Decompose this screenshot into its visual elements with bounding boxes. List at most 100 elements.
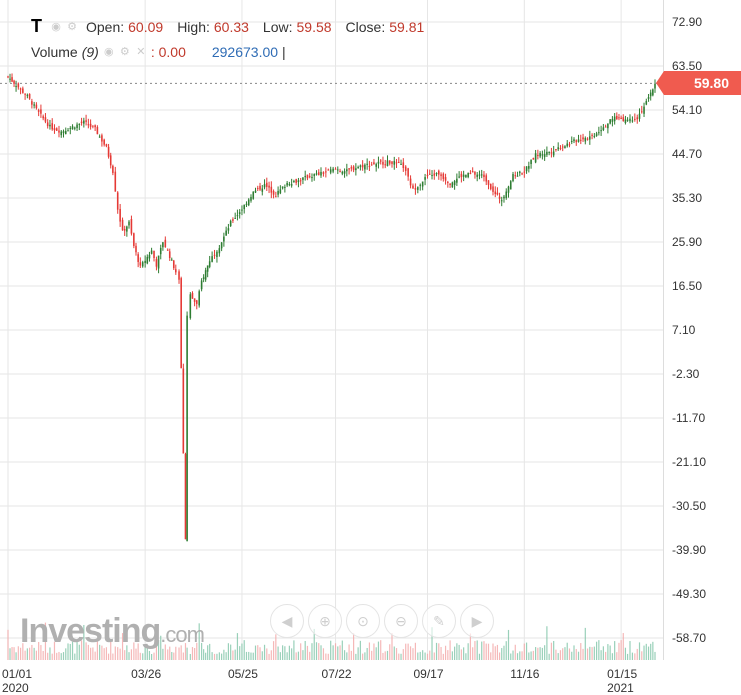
volume-bar — [492, 643, 494, 660]
volume-bar — [325, 653, 327, 660]
candle-body — [150, 250, 153, 254]
candle-body — [334, 168, 337, 170]
volume-bar — [426, 653, 429, 660]
volume-bar — [510, 653, 512, 660]
volume-bar — [424, 652, 426, 660]
volume-bar — [595, 641, 598, 660]
candle-body — [191, 293, 194, 299]
candle-body — [500, 200, 503, 202]
draw-icon[interactable]: ✎ — [422, 604, 456, 638]
candle-body — [384, 164, 387, 166]
volume-bar — [407, 643, 409, 660]
volume-bar — [137, 643, 139, 660]
volume-bar — [250, 652, 252, 660]
zoom-in-icon[interactable]: ⊕ — [308, 604, 342, 638]
volume-bar — [291, 648, 293, 660]
volume-bar — [295, 652, 297, 660]
volume-bar — [107, 653, 110, 660]
candle-body — [589, 136, 591, 140]
volume-bar — [412, 648, 414, 660]
volume-bar — [571, 651, 573, 660]
y-tick-label: 25.90 — [672, 235, 703, 249]
candle-body — [409, 178, 412, 186]
candle-body — [216, 251, 218, 258]
volume-bar — [564, 647, 566, 660]
volume-bar — [304, 640, 306, 660]
volume-bar — [284, 646, 286, 660]
candle-body — [256, 188, 259, 190]
candle-body — [407, 168, 409, 177]
volume-bar — [431, 627, 433, 660]
volume-bar — [544, 645, 546, 660]
candle-body — [49, 124, 51, 127]
volume-bar — [472, 647, 474, 660]
candle-body — [555, 149, 557, 151]
volume-bar — [130, 649, 133, 660]
volume-bar — [157, 640, 160, 660]
volume-zero-value: : 0.00 — [150, 44, 186, 60]
candle-body — [629, 118, 631, 122]
remove-icon[interactable]: ✕ — [136, 46, 146, 58]
settings-gear-icon[interactable]: ⚙ — [119, 46, 130, 58]
volume-bar — [126, 645, 128, 660]
volume-bar — [341, 640, 343, 660]
volume-bar — [232, 650, 234, 660]
volume-bar — [476, 640, 478, 660]
zoom-out-icon[interactable]: ⊖ — [384, 604, 418, 638]
candle-body — [593, 135, 596, 137]
candle-body — [89, 123, 92, 127]
candle-body — [507, 186, 510, 193]
candle-body — [146, 256, 149, 264]
candle-body — [509, 181, 512, 190]
volume-bar — [268, 653, 270, 660]
candle-body — [69, 127, 72, 129]
open-value: 60.09 — [128, 18, 164, 35]
volume-bar — [277, 646, 279, 660]
volume-bar — [162, 648, 164, 660]
y-tick-label: 54.10 — [672, 103, 703, 117]
volume-bar — [105, 647, 108, 660]
zoom-reset-icon[interactable]: ⊙ — [346, 604, 380, 638]
volume-bar — [201, 642, 203, 660]
candle-body — [275, 196, 277, 198]
volume-bar — [555, 649, 557, 660]
candle-body — [478, 174, 481, 176]
visibility-eye-icon[interactable]: ◉ — [51, 20, 61, 33]
candle-body — [561, 146, 564, 148]
scroll-left-icon[interactable]: ◀ — [270, 604, 304, 638]
volume-bar — [435, 642, 438, 660]
candle-body — [412, 185, 414, 189]
candle-body — [346, 169, 348, 172]
volume-bar — [525, 642, 528, 660]
volume-bar — [362, 653, 364, 660]
volume-period: (9) — [81, 44, 99, 60]
candle-body — [496, 192, 499, 195]
candle-body — [469, 173, 472, 175]
volume-bar — [380, 640, 382, 660]
candle-body — [128, 221, 130, 226]
volume-bar — [322, 648, 325, 660]
candle-body — [254, 190, 257, 193]
candle-body — [232, 219, 234, 221]
volume-bar — [24, 650, 26, 660]
visibility-eye-icon[interactable]: ◉ — [104, 46, 114, 58]
scroll-right-icon[interactable]: ▶ — [460, 604, 494, 638]
volume-bar — [355, 653, 357, 660]
settings-gear-icon[interactable]: ⚙ — [67, 20, 77, 33]
price-chart[interactable] — [0, 0, 664, 660]
candle-body — [652, 89, 654, 96]
candle-body — [11, 77, 13, 82]
candle-body — [566, 143, 569, 147]
candle-body — [238, 212, 241, 215]
y-tick-label: 44.70 — [672, 147, 703, 161]
candle-body — [332, 168, 334, 172]
volume-bar — [11, 647, 13, 660]
volume-bar — [92, 647, 94, 660]
candle-body — [577, 139, 580, 142]
volume-bar — [593, 646, 595, 660]
volume-bar — [315, 642, 318, 660]
candle-body — [613, 116, 616, 122]
x-year-label: 2020 — [2, 681, 29, 695]
candle-body — [299, 180, 302, 182]
volume-bar — [591, 647, 593, 660]
